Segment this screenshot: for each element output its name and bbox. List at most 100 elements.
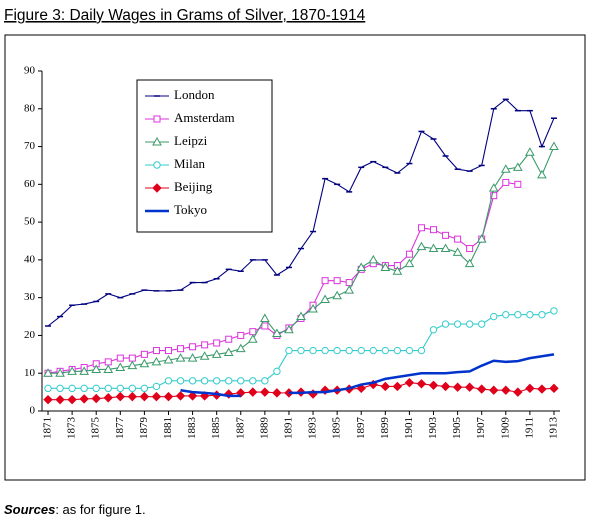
x-tick-label: 1891 — [282, 417, 294, 439]
point — [247, 334, 258, 343]
point — [441, 320, 450, 328]
point — [139, 358, 150, 368]
y-tick-label: 0 — [30, 405, 36, 417]
point — [514, 310, 522, 319]
point — [321, 277, 329, 285]
x-tick-label: 1877 — [114, 417, 126, 440]
point — [392, 266, 403, 275]
point — [151, 356, 162, 366]
point — [43, 394, 53, 405]
point — [550, 307, 558, 315]
y-tick-label: 10 — [24, 367, 36, 379]
point — [68, 384, 76, 393]
point — [333, 277, 341, 285]
point — [237, 377, 245, 385]
point — [67, 366, 77, 375]
point — [526, 310, 534, 319]
point — [55, 394, 65, 405]
point — [369, 346, 377, 355]
point — [537, 384, 547, 394]
point — [464, 258, 475, 268]
point — [416, 379, 427, 389]
point — [357, 346, 365, 355]
point — [212, 377, 221, 385]
point — [404, 258, 415, 268]
point — [490, 312, 498, 321]
point — [261, 377, 269, 385]
point — [442, 231, 450, 239]
y-tick-label: 80 — [24, 102, 36, 114]
legend-label: Tokyo — [174, 202, 207, 217]
point — [140, 350, 148, 358]
legend-marker — [152, 183, 162, 193]
point — [538, 310, 546, 319]
point — [79, 366, 90, 375]
point — [297, 346, 305, 355]
point — [200, 377, 209, 385]
legend-marker — [152, 136, 162, 146]
point — [502, 178, 510, 186]
point — [44, 384, 52, 393]
point — [393, 346, 402, 355]
point — [308, 303, 318, 313]
point — [237, 331, 245, 339]
point — [344, 285, 355, 294]
x-tick-label: 1897 — [355, 417, 367, 440]
series — [43, 141, 559, 377]
point — [104, 358, 112, 366]
point — [139, 391, 150, 402]
y-tick-label: 50 — [24, 216, 36, 228]
y-tick-label: 90 — [24, 65, 36, 77]
footer-text: : as for figure 1. — [55, 502, 145, 517]
point — [128, 384, 137, 393]
point — [177, 345, 185, 353]
point — [261, 322, 269, 330]
legend-box — [136, 79, 273, 233]
point — [416, 241, 427, 251]
point — [225, 377, 233, 385]
footer-label: Sources — [4, 502, 55, 517]
point — [260, 387, 270, 397]
point — [428, 380, 439, 391]
x-tick-label: 1899 — [379, 417, 391, 440]
point — [259, 313, 270, 322]
series — [43, 377, 559, 405]
point — [56, 384, 64, 393]
x-tick-label: 1875 — [90, 417, 102, 440]
point — [490, 192, 498, 200]
point — [188, 377, 197, 385]
point — [175, 391, 186, 401]
footer: Sources: as for figure 1. — [4, 502, 146, 517]
point — [537, 169, 547, 179]
point — [284, 388, 294, 398]
point — [223, 347, 234, 356]
series — [45, 98, 557, 327]
point — [164, 377, 173, 385]
point — [211, 349, 222, 358]
x-tick-label: 1901 — [403, 417, 415, 439]
x-tick-label: 1889 — [258, 417, 270, 440]
x-tick-label: 1871 — [42, 417, 54, 439]
series — [44, 307, 558, 393]
point — [55, 368, 65, 377]
point — [164, 347, 172, 355]
point — [67, 394, 77, 405]
point — [320, 294, 330, 304]
point — [103, 393, 113, 403]
point — [201, 341, 209, 349]
point — [430, 226, 438, 234]
point — [176, 377, 185, 385]
point — [284, 324, 294, 334]
point — [500, 164, 511, 173]
point — [513, 387, 523, 397]
point — [175, 353, 186, 362]
point — [104, 384, 112, 393]
point — [489, 385, 499, 395]
point — [405, 346, 414, 355]
point — [464, 382, 475, 392]
point — [80, 384, 88, 393]
point — [476, 234, 487, 243]
point — [43, 368, 53, 377]
point — [309, 346, 317, 355]
